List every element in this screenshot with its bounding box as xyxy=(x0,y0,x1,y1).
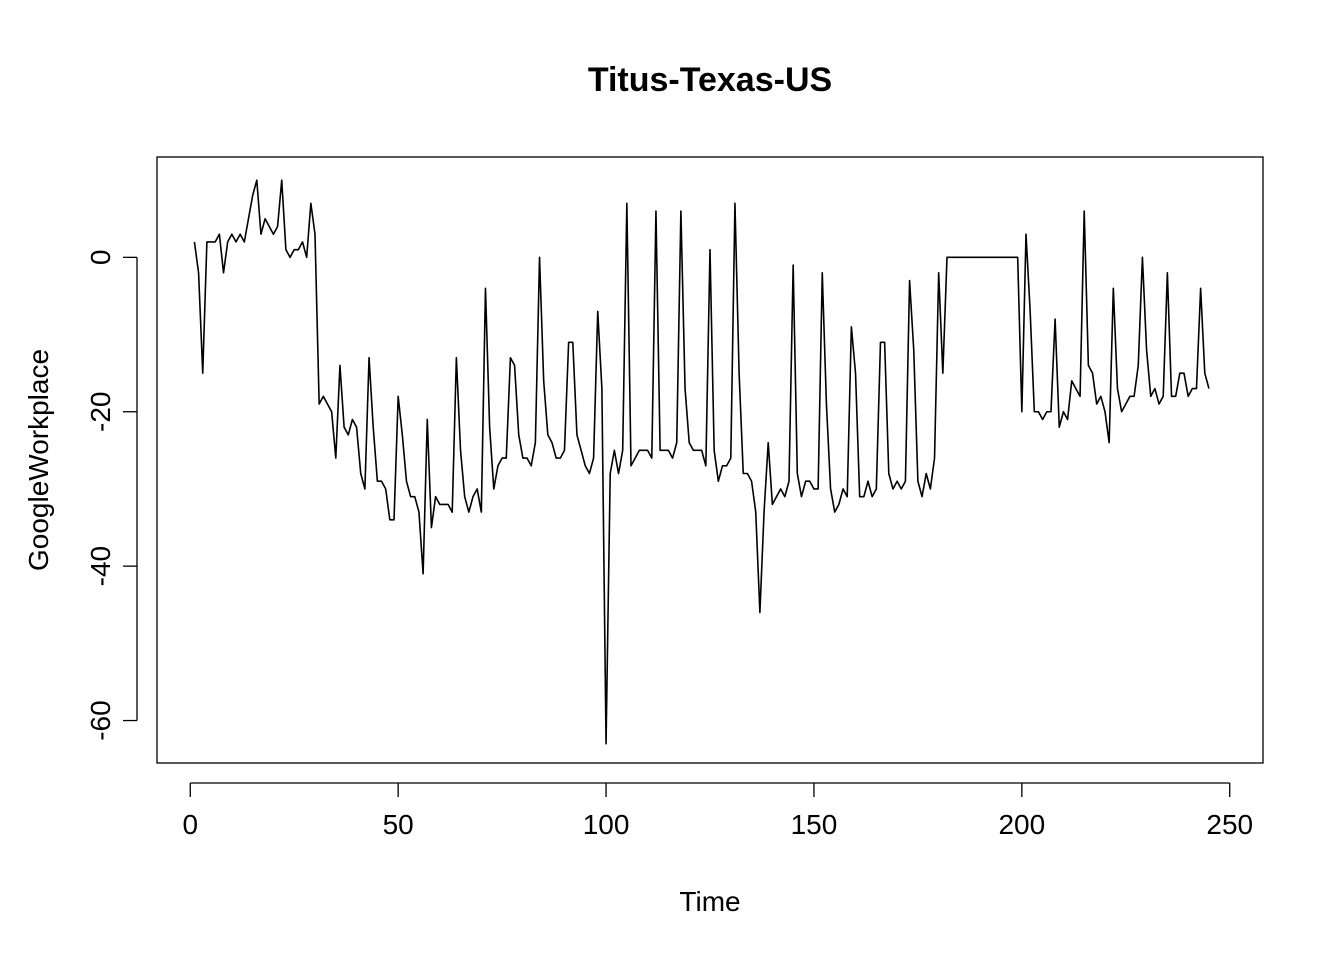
x-tick-label: 50 xyxy=(383,809,414,840)
x-axis-label: Time xyxy=(679,886,740,917)
x-tick-label: 200 xyxy=(998,809,1045,840)
x-axis: 0 50 100 150 200 250 xyxy=(182,782,1253,840)
y-tick-label: -40 xyxy=(85,546,116,586)
series-layer xyxy=(193,179,1210,745)
chart-title: Titus-Texas-US xyxy=(588,61,832,99)
y-axis-label: GoogleWorkplace xyxy=(23,349,54,571)
y-axis: 0 -20 -40 -60 xyxy=(85,250,138,741)
plot-frame xyxy=(156,156,1264,764)
y-tick-label: 0 xyxy=(85,250,116,266)
y-tick-label: -60 xyxy=(85,700,116,740)
series-line xyxy=(193,179,1210,745)
x-tick-label: 0 xyxy=(182,809,198,840)
x-tick-label: 100 xyxy=(583,809,630,840)
x-tick-label: 250 xyxy=(1206,809,1253,840)
x-tick-label: 150 xyxy=(791,809,838,840)
y-tick-label: -20 xyxy=(85,392,116,432)
